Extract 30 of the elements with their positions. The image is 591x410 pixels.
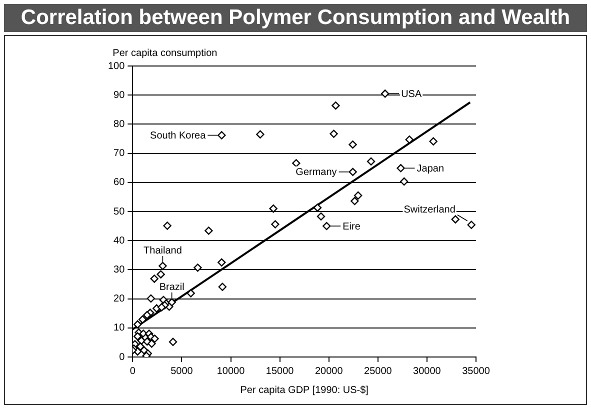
y-tick-label: 30 <box>114 264 126 276</box>
x-tick-label: 35000 <box>462 366 490 377</box>
y-axis-title: Per capita consumption <box>112 48 218 59</box>
annotation: Japan <box>416 163 444 174</box>
annotation: USA <box>401 88 422 100</box>
y-tick-label: 0 <box>119 352 126 363</box>
annotation: Eire <box>342 221 361 232</box>
annotation: Thailand <box>144 246 182 257</box>
x-tick-label: 0 <box>130 366 136 377</box>
annotation: Brazil <box>159 282 184 294</box>
x-axis-title: Per capita GDP [1990: US-$] <box>240 384 369 396</box>
x-tick-label: 25000 <box>364 366 392 377</box>
y-tick-label: 20 <box>114 294 126 305</box>
y-tick-label: 10 <box>114 322 126 334</box>
chart-title: Correlation between Polymer Consumption and Wealth <box>4 4 587 32</box>
annotation: Germany <box>296 167 337 178</box>
annotation: Switzerland <box>404 204 456 216</box>
x-tick-label: 30000 <box>413 366 442 377</box>
y-tick-label: 70 <box>114 148 126 160</box>
y-tick-label: 60 <box>114 177 126 188</box>
y-tick-label: 80 <box>114 118 126 130</box>
y-tick-label: 100 <box>108 60 126 72</box>
y-tick-label: 50 <box>114 206 126 218</box>
annotation: South Korea <box>150 130 206 142</box>
y-tick-label: 90 <box>114 90 126 101</box>
y-tick-label: 40 <box>114 235 126 246</box>
x-tick-label: 5000 <box>170 366 194 377</box>
x-tick-label: 20000 <box>314 366 344 377</box>
x-tick-label: 15000 <box>266 366 294 377</box>
x-tick-label: 10000 <box>216 366 246 377</box>
